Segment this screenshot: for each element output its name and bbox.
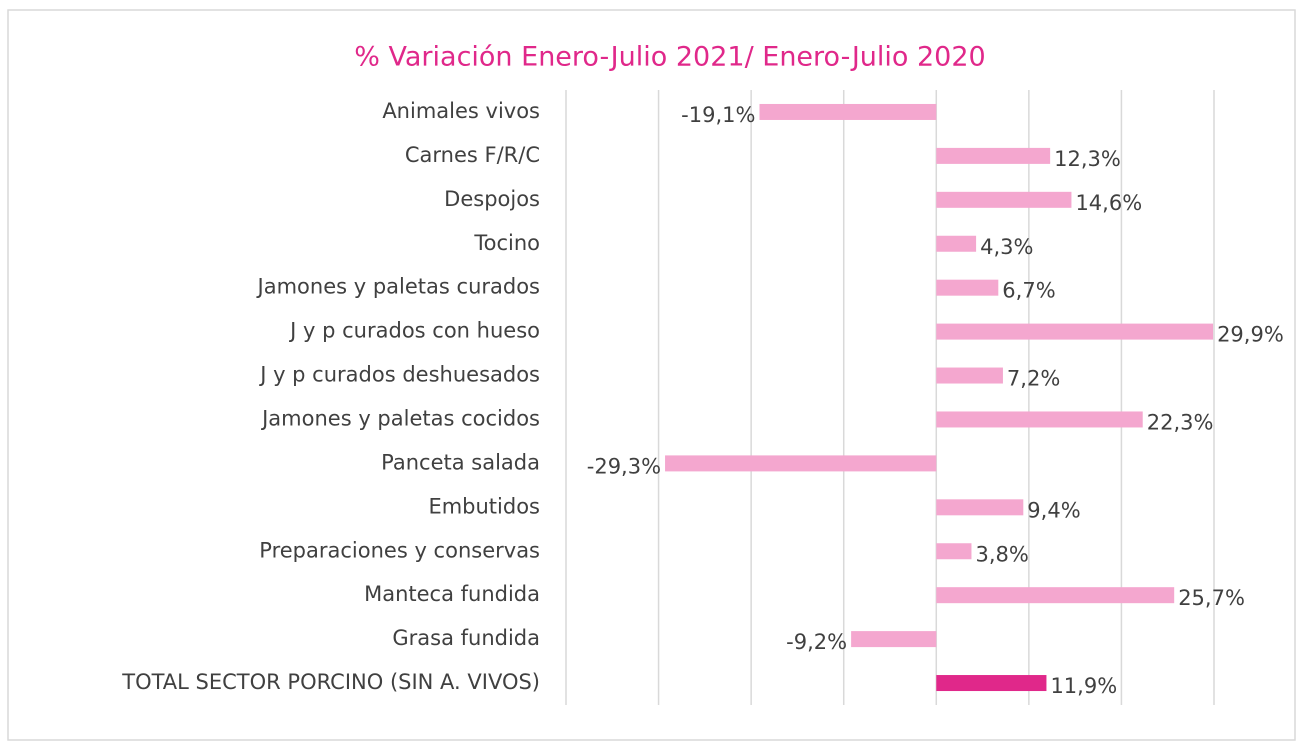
bar	[936, 147, 1051, 164]
data-label: -9,2%	[786, 630, 847, 654]
category-label: Embutidos	[428, 494, 540, 518]
data-label: 29,9%	[1217, 323, 1284, 347]
bar	[936, 675, 1047, 692]
data-label: -29,3%	[587, 454, 661, 478]
category-label: Tocino	[473, 231, 540, 255]
bar	[936, 587, 1175, 604]
bar	[936, 543, 972, 560]
data-label: 6,7%	[1002, 279, 1055, 303]
data-label: 4,3%	[980, 235, 1033, 259]
bar	[936, 499, 1024, 516]
category-label: Animales vivos	[382, 99, 540, 123]
data-label: 25,7%	[1178, 586, 1245, 610]
bar	[936, 323, 1214, 340]
category-label: J y p curados deshuesados	[258, 363, 540, 387]
chart-title: % Variación Enero-Julio 2021/ Enero-Juli…	[354, 42, 985, 73]
bar	[851, 631, 937, 648]
data-label: 14,6%	[1075, 191, 1142, 215]
bar	[936, 235, 977, 252]
data-label: 9,4%	[1027, 498, 1080, 522]
data-label: 12,3%	[1054, 147, 1121, 171]
category-label: TOTAL SECTOR PORCINO (SIN A. VIVOS)	[121, 670, 540, 694]
category-label: Despojos	[444, 187, 540, 211]
category-label: Carnes F/R/C	[405, 143, 540, 167]
bar	[936, 279, 999, 296]
category-label: J y p curados con hueso	[288, 319, 540, 343]
data-label: 11,9%	[1050, 674, 1117, 698]
chart-frame	[7, 9, 1296, 741]
category-label: Grasa fundida	[392, 626, 540, 650]
data-label: 22,3%	[1147, 410, 1214, 434]
data-label: -19,1%	[681, 103, 755, 127]
bar	[936, 411, 1143, 428]
category-label: Preparaciones y conservas	[259, 538, 540, 562]
category-label: Jamones y paletas cocidos	[260, 406, 540, 430]
bar	[665, 455, 937, 472]
bar	[759, 103, 937, 120]
data-label: 7,2%	[1007, 367, 1060, 391]
category-label: Panceta salada	[381, 450, 540, 474]
category-label: Manteca fundida	[364, 582, 540, 606]
bar	[936, 191, 1072, 208]
bar	[936, 367, 1003, 384]
category-label: Jamones y paletas curados	[256, 275, 540, 299]
data-label: 3,8%	[975, 542, 1028, 566]
